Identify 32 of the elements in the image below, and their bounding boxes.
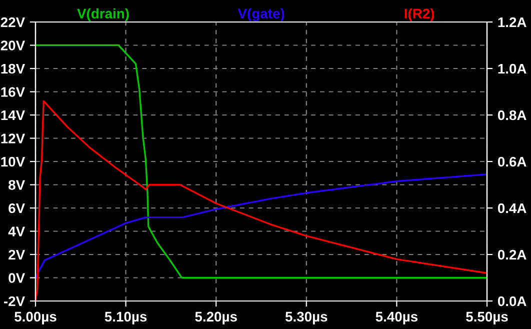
y-tick-label: 10V bbox=[1, 156, 25, 167]
y2-tick-label: 0.0A bbox=[498, 296, 526, 306]
y-tick-label: 4V bbox=[8, 226, 25, 236]
x-tick-label: 5.40µs bbox=[376, 312, 418, 324]
series-label: V(drain) bbox=[77, 8, 129, 22]
y-tick-label: 2V bbox=[8, 250, 25, 260]
y2-tick-label: 0.2A bbox=[498, 250, 526, 260]
text: V(gate) bbox=[238, 8, 284, 22]
line-series bbox=[36, 44, 487, 279]
y-tick-label: 0V bbox=[8, 273, 25, 283]
y-tick-label: 20V bbox=[0, 40, 25, 50]
line-series bbox=[36, 100, 487, 301]
x-tick-label: 5.00µs bbox=[14, 312, 56, 324]
x-tick-label: 5.10µs bbox=[104, 312, 147, 324]
y-tick-label: 14V bbox=[1, 110, 25, 120]
y-tick-label: 22V bbox=[0, 17, 25, 28]
y-tick-label: 6V bbox=[8, 203, 25, 214]
y-tick-label: 16V bbox=[1, 87, 25, 97]
y2-tick-label: 0.6A bbox=[498, 156, 526, 167]
y2-tick-label: 0.4A bbox=[498, 203, 526, 214]
x-tick-label: 5.30µs bbox=[285, 312, 328, 324]
y-tick-label: 12V bbox=[1, 134, 25, 144]
y-tick-label: 8V bbox=[8, 180, 25, 190]
y-tick-label: -2V bbox=[4, 296, 25, 306]
y2-tick-label: 1.0A bbox=[498, 64, 526, 74]
y2-tick-label: 1.2A bbox=[498, 17, 526, 28]
y2-tick-label: 0.8A bbox=[498, 110, 526, 120]
text: I(R2) bbox=[404, 8, 434, 22]
x-tick-label: 5.20µs bbox=[195, 312, 237, 324]
y-tick-label: 18V bbox=[1, 64, 25, 74]
x-tick-label: 5.50µs bbox=[466, 312, 508, 324]
line-series bbox=[36, 173, 487, 279]
